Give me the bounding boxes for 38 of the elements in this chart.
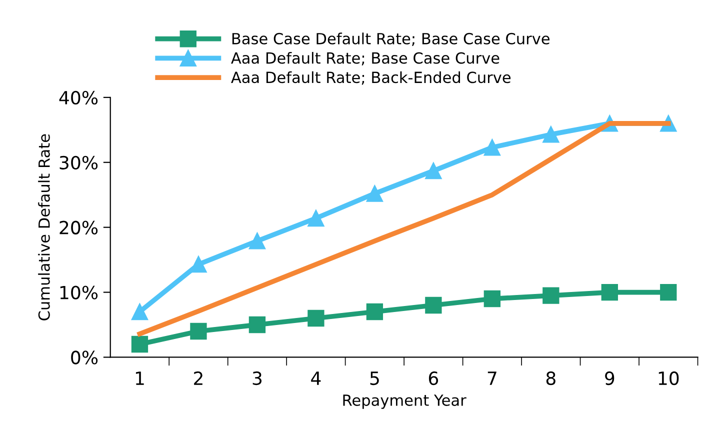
point bbox=[484, 290, 501, 308]
point bbox=[308, 210, 324, 227]
x-tick-label: 5 bbox=[370, 372, 379, 386]
x-tick-label: 7 bbox=[488, 372, 496, 385]
point bbox=[660, 284, 677, 301]
point bbox=[542, 126, 560, 143]
x-tick-label: 6 bbox=[428, 371, 438, 386]
x-tick-label: 2 bbox=[194, 371, 202, 385]
point bbox=[190, 322, 207, 340]
x-tick-label: 1 bbox=[136, 372, 144, 385]
x-axis-title: Repayment Year bbox=[343, 394, 466, 409]
x-tick-label: 9 bbox=[605, 371, 614, 386]
point bbox=[366, 303, 384, 320]
y-tick-label: 30% bbox=[60, 156, 98, 170]
legend-label: Aaa Default Rate; Back-Ended Curve bbox=[231, 71, 511, 85]
x-tick-label: 3 bbox=[252, 371, 262, 386]
y-tick-label: 40% bbox=[59, 90, 98, 105]
point bbox=[248, 232, 266, 250]
x-tick-label: 8 bbox=[546, 371, 556, 386]
y-tick-label: 20% bbox=[60, 220, 98, 234]
point bbox=[366, 185, 384, 202]
legend-label: Aaa Default Rate; Base Case Curve bbox=[231, 52, 500, 66]
x-tick-label: 10 bbox=[658, 371, 679, 386]
y-tick-label: 0% bbox=[71, 350, 98, 364]
point bbox=[425, 162, 442, 180]
y-tick-label: 10% bbox=[60, 286, 98, 300]
point bbox=[248, 316, 266, 334]
point bbox=[425, 296, 442, 314]
y-axis-title: Cumulative Default Rate bbox=[38, 134, 50, 320]
point bbox=[308, 310, 324, 327]
point bbox=[131, 336, 148, 353]
point bbox=[601, 284, 618, 301]
point bbox=[131, 303, 148, 320]
point bbox=[542, 287, 560, 304]
point bbox=[484, 139, 501, 156]
legend-label: Base Case Default Rate; Base Case Curve bbox=[232, 32, 550, 46]
x-tick-label: 4 bbox=[311, 372, 321, 385]
point bbox=[190, 256, 207, 273]
